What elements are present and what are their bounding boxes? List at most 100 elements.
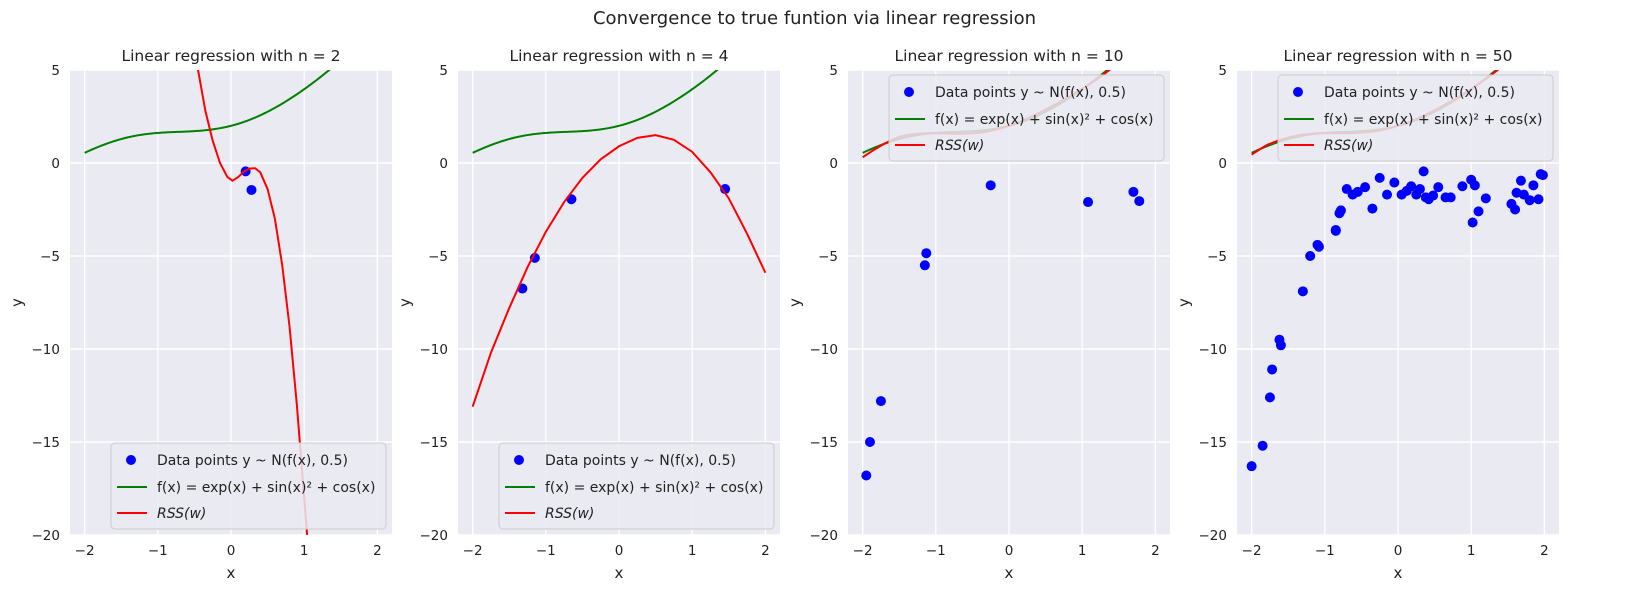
legend-marker-points <box>904 87 914 97</box>
x-axis-label: x <box>615 564 624 582</box>
legend-marker-points <box>1293 87 1303 97</box>
x-tick-label: 2 <box>1151 543 1160 559</box>
data-point <box>1313 241 1324 252</box>
data-point <box>1533 194 1544 205</box>
data-point <box>1257 440 1268 451</box>
y-tick-label: −15 <box>420 435 449 451</box>
legend-label-points: Data points y ~ N(f(x), 0.5) <box>1324 85 1515 101</box>
y-tick-label: 5 <box>1218 63 1227 79</box>
y-tick-label: −20 <box>32 528 61 544</box>
y-tick-label: −20 <box>420 528 449 544</box>
y-axis-label: y <box>396 298 414 307</box>
x-tick-label: 2 <box>373 543 382 559</box>
data-point <box>1473 206 1484 217</box>
data-point <box>985 180 996 191</box>
data-point <box>1264 392 1275 403</box>
legend: Data points y ~ N(f(x), 0.5) f(x) = exp(x… <box>110 442 387 530</box>
data-point <box>1128 186 1139 197</box>
x-tick-label: −1 <box>1315 543 1335 559</box>
x-tick-label: 1 <box>688 543 697 559</box>
x-tick-label: −2 <box>853 543 873 559</box>
y-tick-label: −10 <box>1199 342 1228 358</box>
legend: Data points y ~ N(f(x), 0.5) f(x) = exp(x… <box>888 74 1165 162</box>
true-function-line <box>472 70 719 154</box>
data-point <box>1083 197 1094 208</box>
y-tick-label: −15 <box>810 435 839 451</box>
legend-label-true: f(x) = exp(x) + sin(x)² + cos(x) <box>157 480 375 496</box>
legend-marker-points <box>514 455 524 465</box>
data-point <box>1524 195 1535 206</box>
data-point <box>1515 175 1526 186</box>
x-tick-label: 0 <box>227 543 236 559</box>
data-point <box>1418 166 1429 177</box>
legend-label-fit: RSS(w) <box>157 506 206 522</box>
x-tick-label: −1 <box>536 543 556 559</box>
data-point <box>1275 340 1286 351</box>
y-axis-label: y <box>1175 298 1193 307</box>
y-tick-label: −10 <box>32 342 61 358</box>
data-point <box>1467 217 1478 228</box>
x-axis-label: x <box>1005 564 1014 582</box>
y-tick-label: 0 <box>1218 156 1227 172</box>
data-point <box>1428 190 1439 201</box>
subplot-title: Linear regression with n = 10 <box>895 47 1124 65</box>
data-point <box>1480 193 1491 204</box>
legend-label-fit: RSS(w) <box>935 138 984 154</box>
data-point <box>1445 192 1456 203</box>
data-point <box>1297 286 1308 297</box>
y-tick-label: 0 <box>51 156 60 172</box>
data-point <box>1267 364 1278 375</box>
data-point <box>1352 186 1363 197</box>
x-tick-label: −1 <box>926 543 946 559</box>
legend-box <box>498 442 775 530</box>
x-tick-label: 2 <box>1540 543 1549 559</box>
legend-label-true: f(x) = exp(x) + sin(x)² + cos(x) <box>545 480 763 496</box>
y-axis-label: y <box>786 298 804 307</box>
y-tick-label: 0 <box>829 156 838 172</box>
data-point <box>1537 170 1548 181</box>
x-tick-label: 0 <box>615 543 624 559</box>
y-tick-label: −5 <box>428 249 448 265</box>
fitted-rss-line <box>471 134 767 407</box>
legend-label-true: f(x) = exp(x) + sin(x)² + cos(x) <box>935 112 1153 128</box>
x-tick-label: 2 <box>761 543 770 559</box>
x-tick-label: 1 <box>300 543 309 559</box>
legend-label-fit: RSS(w) <box>545 506 594 522</box>
x-axis-label: x <box>227 564 236 582</box>
y-axis-label: y <box>8 298 26 307</box>
legend-label-points: Data points y ~ N(f(x), 0.5) <box>935 85 1126 101</box>
y-tick-label: 5 <box>439 63 448 79</box>
data-point <box>1389 177 1400 188</box>
legend-marker-points <box>126 455 136 465</box>
data-point <box>1134 196 1145 207</box>
legend: Data points y ~ N(f(x), 0.5) f(x) = exp(x… <box>1277 74 1554 162</box>
y-tick-label: −5 <box>40 249 60 265</box>
data-point <box>1469 180 1480 191</box>
x-tick-label: −2 <box>1242 543 1262 559</box>
legend-box <box>888 74 1165 162</box>
data-point <box>1382 189 1393 200</box>
legend-box <box>110 442 387 530</box>
legend-box <box>1277 74 1554 162</box>
plot-content <box>471 70 767 407</box>
data-point <box>921 248 932 259</box>
x-tick-label: 1 <box>1467 543 1476 559</box>
data-point <box>861 470 872 481</box>
data-point <box>1414 184 1425 195</box>
x-tick-label: 0 <box>1005 543 1014 559</box>
data-point <box>1406 181 1417 192</box>
legend: Data points y ~ N(f(x), 0.5) f(x) = exp(x… <box>498 442 775 530</box>
y-tick-label: −20 <box>810 528 839 544</box>
subplot-title: Linear regression with n = 50 <box>1284 47 1513 65</box>
y-tick-label: −15 <box>1199 435 1228 451</box>
legend-label-points: Data points y ~ N(f(x), 0.5) <box>157 453 348 469</box>
true-function-line <box>84 70 331 154</box>
plot-content <box>84 70 331 535</box>
y-tick-label: −15 <box>32 435 61 451</box>
y-tick-label: −5 <box>1207 249 1227 265</box>
y-tick-label: −5 <box>818 249 838 265</box>
data-point <box>864 437 875 447</box>
